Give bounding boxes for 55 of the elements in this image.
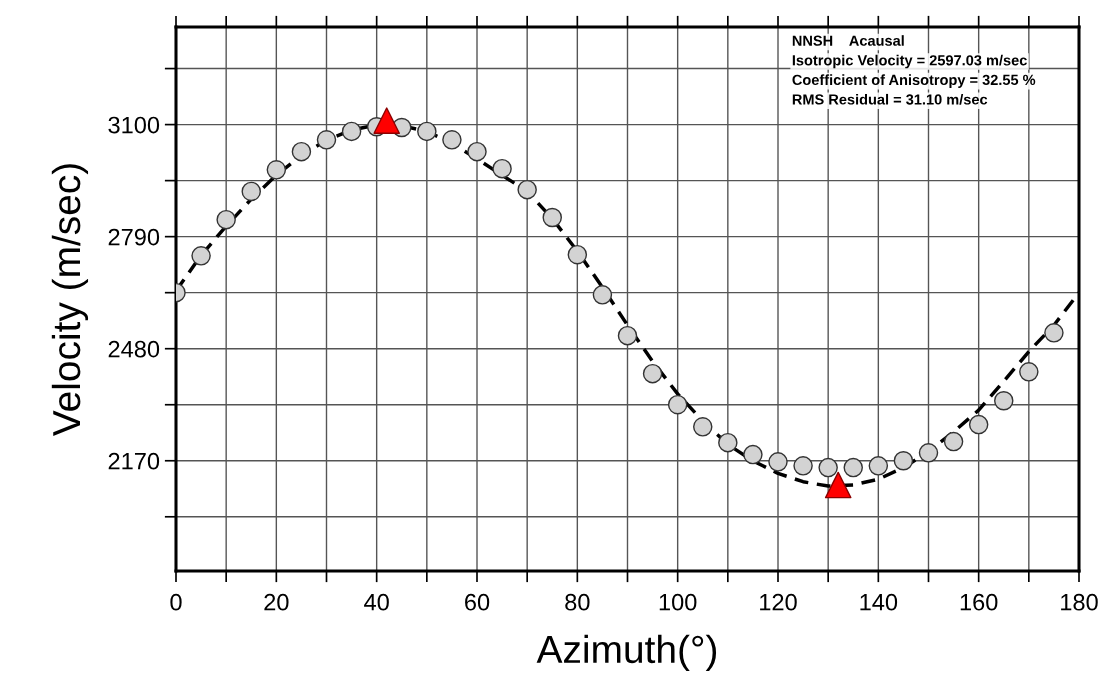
annotation: Isotropic Velocity = 2597.03 m/sec: [792, 54, 1027, 69]
point: [642, 363, 663, 384]
point: [1019, 362, 1039, 382]
y-axis-title: Velocity (m/sec): [51, 164, 89, 437]
point: [943, 431, 964, 452]
x-tick-label: 100: [659, 593, 697, 611]
x-axis-title: Azimuth(°): [536, 634, 717, 671]
point: [693, 417, 713, 437]
point: [743, 444, 763, 465]
x-tick-label: 40: [364, 593, 389, 611]
point: [417, 121, 437, 142]
point: [868, 456, 889, 476]
x-tick-label: 160: [960, 593, 998, 611]
y-tick-label: 2170: [108, 452, 160, 470]
point: [968, 414, 989, 435]
point: [266, 160, 287, 180]
point: [793, 456, 813, 476]
point: [442, 130, 462, 150]
x-tick-label: 120: [760, 593, 797, 611]
point: [542, 207, 562, 228]
annotation: Coefficient of Anisotropy = 32.55 %: [792, 74, 1036, 88]
point: [718, 432, 738, 453]
y-tick-label: 2480: [108, 340, 160, 358]
point: [373, 107, 401, 134]
point: [1044, 323, 1064, 343]
point: [667, 394, 688, 415]
point: [768, 452, 788, 472]
point: [567, 244, 588, 265]
point: [191, 246, 211, 266]
x-tick-label: 60: [465, 593, 490, 611]
point: [517, 179, 537, 200]
point: [994, 391, 1014, 411]
point: [341, 121, 362, 142]
x-tick-label: 180: [1061, 593, 1098, 611]
x-tick-label: 140: [860, 593, 898, 611]
y-tick-label: 3100: [108, 116, 160, 134]
point: [843, 457, 863, 478]
point: [467, 141, 487, 162]
point: [216, 209, 236, 230]
point: [241, 181, 261, 202]
x-tick-label: 20: [264, 593, 289, 611]
y-tick-label: 2790: [108, 228, 160, 246]
point: [918, 443, 939, 463]
point: [617, 325, 638, 346]
annotation: NNSH Acausal: [792, 35, 904, 46]
point: [818, 457, 838, 478]
point: [592, 285, 613, 305]
point: [316, 130, 337, 150]
point: [492, 158, 512, 179]
point: [824, 471, 852, 499]
point: [893, 451, 914, 471]
x-tick-label: 0: [170, 593, 182, 611]
x-tick-label: 80: [565, 593, 590, 611]
point: [291, 141, 312, 162]
annotation: RMS Residual = 31.10 m/sec: [792, 93, 988, 105]
